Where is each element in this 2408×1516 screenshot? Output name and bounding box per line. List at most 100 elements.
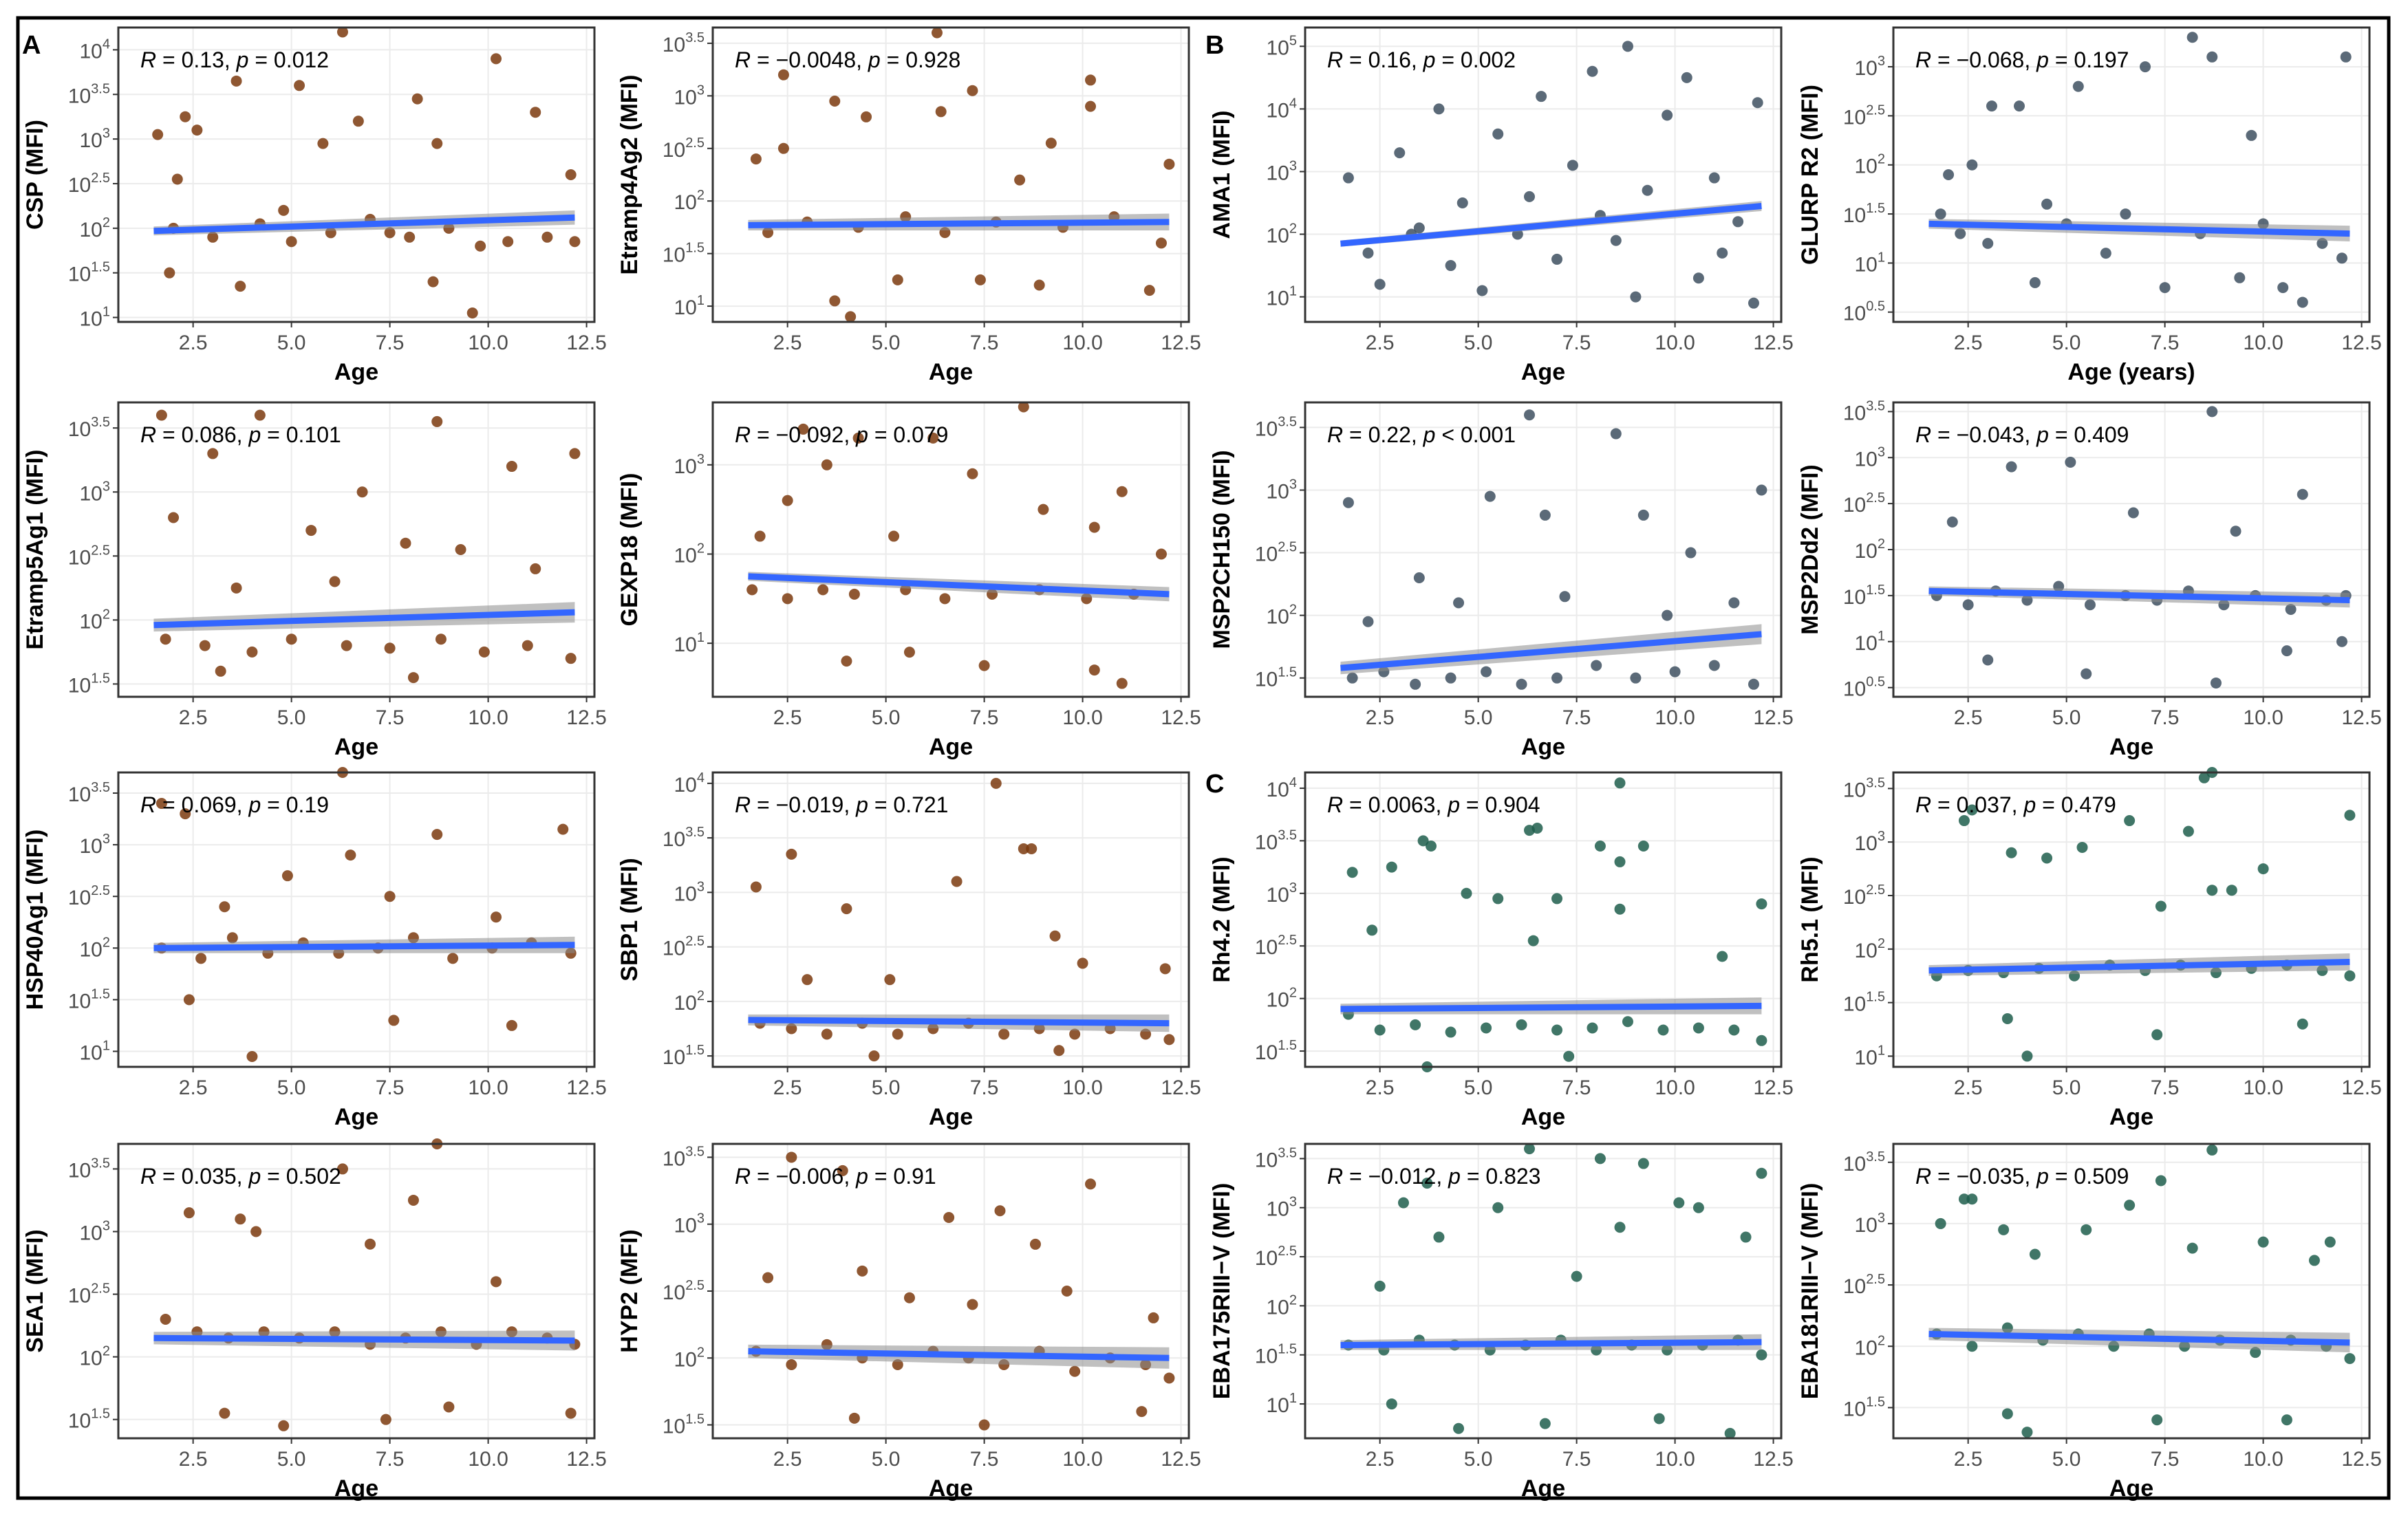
data-point [888,530,900,542]
y-tick-label: 102.5 [663,136,705,162]
panel-border [711,401,1190,698]
x-tick-label: 10.0 [2243,706,2283,729]
y-tick-label: 102.5 [1843,490,1885,517]
data-point [230,75,242,87]
data-point [1484,490,1496,502]
x-tick-label: 10.0 [468,1076,508,1099]
y-tick-label: 103.5 [1843,398,1885,424]
data-point [1026,843,1038,854]
data-point [1587,1022,1598,1034]
y-tick-label: 102 [80,935,111,961]
data-point [2151,1414,2163,1426]
data-point [782,593,793,605]
data-point [1662,109,1673,121]
data-point [1717,247,1728,259]
data-point [1038,503,1049,515]
y-tick-label: 102.5 [663,1278,705,1304]
y-tick-label: 103 [674,1211,705,1237]
data-point [935,106,947,118]
x-tick-label: 7.5 [1562,706,1591,729]
plot-background [118,402,594,697]
x-tick-label: 7.5 [970,706,999,729]
data-point [884,974,896,986]
data-point [821,459,832,470]
x-tick-label: 12.5 [2341,1076,2381,1099]
x-tick-label: 7.5 [970,332,999,354]
x-tick-label: 12.5 [2341,332,2381,354]
x-tick-label: 12.5 [1753,706,1793,729]
x-tick-label: 10.0 [2243,332,2283,354]
x-axis-title: Age [1521,359,1565,385]
data-point [235,281,246,292]
panel-sbp1: 2.5 5.0 7.5 10.0 12.5 101.5 102 102.5 103 103.5 10… [616,770,1201,1130]
y-tick-label: 103.5 [68,415,110,441]
data-point [978,1419,990,1431]
y-axis-title: Etramp5Ag1 (MFI) [22,450,48,650]
panel-csp: 2.5 5.0 7.5 10.0 12.5 101 101.5 102 102.5 103 103.… [22,26,607,385]
data-point [1740,1231,1752,1243]
regression-line [153,609,575,629]
data-point [2072,80,2084,92]
x-tick-label: 2.5 [773,1076,802,1099]
y-tick-label: 102 [1267,221,1298,248]
panel-border [1892,771,2371,1068]
data-point [411,93,423,105]
data-point [782,495,793,506]
regression-line [153,942,575,951]
data-point [2285,603,2297,615]
data-point [1163,1372,1175,1384]
data-point [1986,100,1997,112]
regression-line [748,1017,1170,1027]
data-point [1362,616,1374,627]
data-point [317,138,329,149]
data-point [1551,672,1563,684]
x-tick-label: 5.0 [2052,332,2081,354]
x-axis-title: Age (years) [2067,359,2195,385]
y-tick-label: 102 [1855,936,1886,962]
data-point [821,1028,832,1040]
y-tick-label: 101 [80,1038,111,1064]
y-tick-label: 103.5 [68,780,110,806]
y-tick-label: 104 [674,770,705,797]
data-point [506,461,517,473]
data-point [522,640,533,651]
data-point [1958,1193,1970,1205]
data-point [384,227,396,239]
data-point [1669,666,1681,678]
data-point [1943,169,1955,180]
data-point [1559,591,1571,603]
data-point [1571,1270,1582,1282]
x-tick-label: 7.5 [2151,1448,2180,1471]
data-point [431,829,443,841]
data-point [1453,597,1465,609]
data-point [329,576,341,587]
data-point [168,512,180,523]
x-tick-label: 12.5 [1753,1448,1793,1471]
x-tick-label: 5.0 [277,1448,306,1471]
data-point [1148,1312,1159,1323]
data-point [861,111,872,122]
x-tick-label: 2.5 [1954,706,1983,729]
panel-msp2ch150: 2.5 5.0 7.5 10.0 12.5 101.5 102 102.5 103 103.5 Ag… [1209,401,1794,760]
data-point [491,53,502,65]
y-axis-title: Etramp4Ag2 (MFI) [616,75,643,275]
y-tick-label: 101 [1267,1391,1298,1417]
data-point [868,1050,880,1062]
data-point [2140,61,2151,73]
data-point [286,236,297,248]
y-tick-label: 103.5 [1255,414,1297,440]
y-tick-label: 103.5 [663,30,705,56]
x-tick-label: 12.5 [1161,706,1201,729]
data-point [1433,103,1445,115]
data-point [155,409,167,421]
panel-etramp4ag2: 2.5 5.0 7.5 10.0 12.5 101 101.5 102 102.5 103 103.… [616,26,1201,385]
correlation-annotation: R = −0.006, p = 0.91 [735,1164,936,1189]
data-point [762,1272,774,1284]
y-tick-label: 104 [1267,96,1298,122]
data-point [2124,1200,2136,1211]
y-axis-title: AMA1 (MFI) [1209,111,1235,239]
y-tick-label: 102.5 [1255,540,1297,566]
x-tick-label: 10.0 [1655,1076,1695,1099]
panel-glurp: 2.5 5.0 7.5 10.0 12.5 100.5 101 101.5 102 102.5 10… [1797,26,2382,385]
x-tick-label: 10.0 [1655,332,1695,354]
